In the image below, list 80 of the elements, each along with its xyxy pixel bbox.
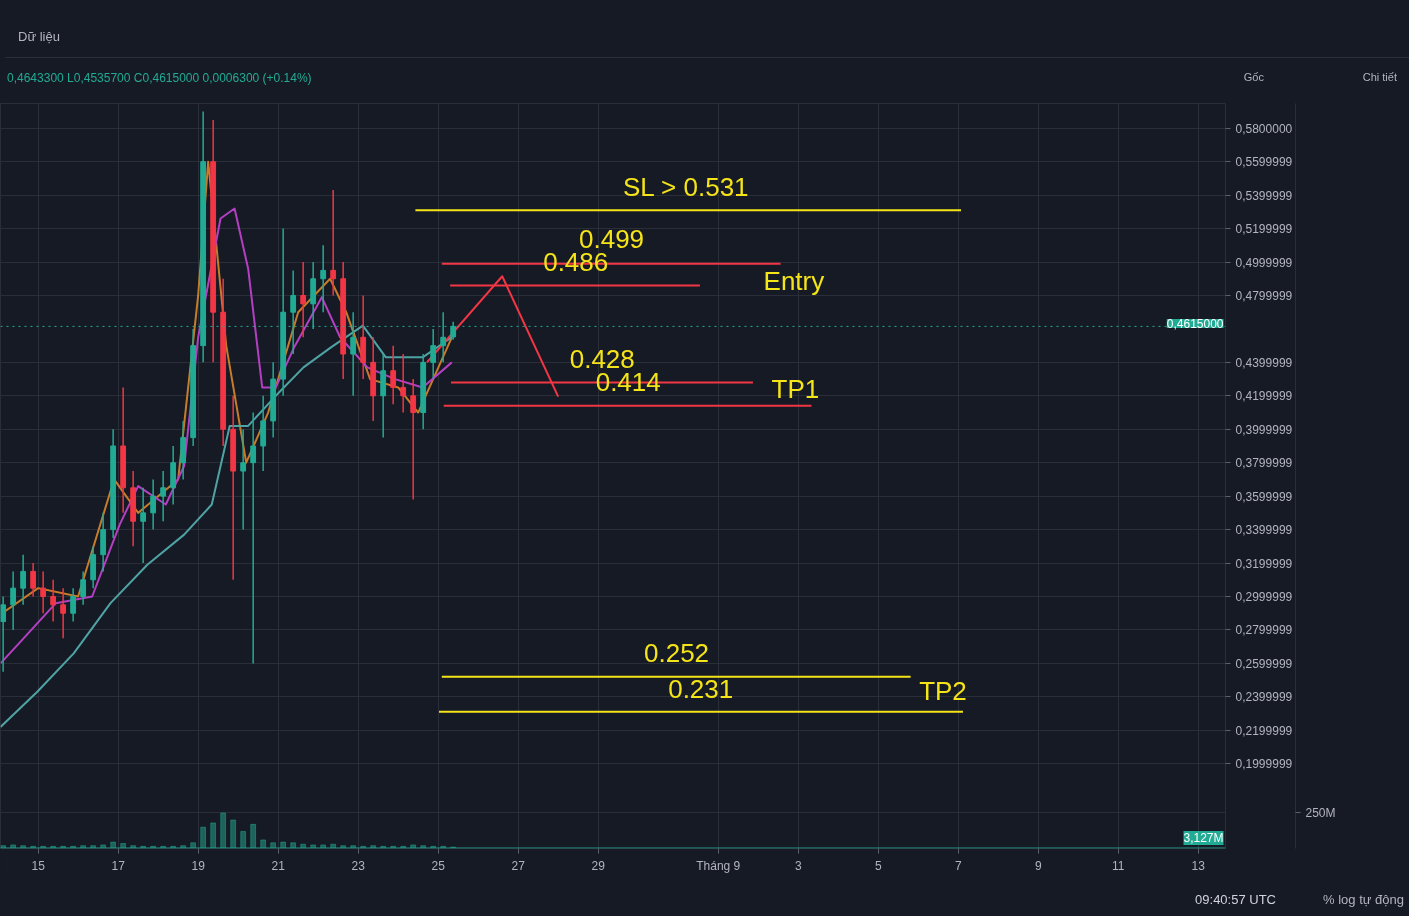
y-tick-label: 0,5399999 xyxy=(1235,188,1293,203)
candlestick xyxy=(430,328,437,380)
bar xyxy=(230,819,237,849)
annotation: 0.499 xyxy=(579,223,645,254)
y-tick-label: 0,5199999 xyxy=(1235,222,1293,237)
candlestick xyxy=(410,378,417,501)
ref-line-label: 3,127M xyxy=(1183,831,1224,846)
x-tick-label: 27 xyxy=(511,858,526,873)
text: Gốc xyxy=(1243,71,1264,83)
y-tick-label: 0,3199999 xyxy=(1235,556,1293,571)
bar xyxy=(260,839,267,849)
bar xyxy=(200,826,207,849)
candlestick xyxy=(240,428,247,531)
y-tick-label: 0,3599999 xyxy=(1235,489,1293,504)
y-tick-label: 0,4799999 xyxy=(1235,288,1293,303)
x-tick-label: 23 xyxy=(351,858,366,873)
y-tick-label: 0,2399999 xyxy=(1235,690,1293,705)
x-tick-label: 11 xyxy=(1112,858,1125,873)
candlestick xyxy=(250,411,257,665)
text: % log tự động xyxy=(1323,892,1404,907)
candlestick xyxy=(390,344,397,405)
candlestick xyxy=(140,487,147,564)
ref-line-label: 0,4615000 xyxy=(1166,316,1224,331)
x-tick-label: 5 xyxy=(874,858,882,873)
y-tick-label: 0,4999999 xyxy=(1235,255,1293,270)
y-tick-label: 0,2199999 xyxy=(1235,723,1293,738)
bar xyxy=(210,822,217,849)
x-tick-label: 3 xyxy=(794,858,802,873)
annotation: TP1 xyxy=(771,373,820,404)
candlestick xyxy=(80,570,87,606)
annotation: SL > 0.531 xyxy=(623,172,749,203)
x-tick-label: 15 xyxy=(31,858,46,873)
candlestick xyxy=(30,562,37,598)
x-tick-label: 9 xyxy=(1034,858,1042,873)
x-tick-label: 29 xyxy=(591,858,606,873)
bar xyxy=(220,812,227,849)
y-tick-label: 0,3799999 xyxy=(1235,456,1293,471)
y-tick-label: 0,3999999 xyxy=(1235,422,1293,437)
candlestick xyxy=(300,261,307,339)
annotation: Entry xyxy=(763,266,825,297)
y-tick-label: 0,2599999 xyxy=(1235,656,1293,671)
annotation: TP2 xyxy=(919,675,967,706)
candlestick xyxy=(20,553,27,606)
candlestick xyxy=(0,595,7,673)
text: 0,4643300 L0,4535700 C0,4615000 0,0006300 (+0.14%) xyxy=(7,71,312,85)
y2-tick-label: 250M xyxy=(1305,805,1336,820)
candlestick xyxy=(60,587,67,640)
y-tick-label: 0,3399999 xyxy=(1235,523,1293,538)
text: Dữ liệu xyxy=(18,29,60,44)
text: 09:40:57 UTC xyxy=(1195,892,1276,907)
candlestick xyxy=(50,579,57,623)
x-tick-label: 25 xyxy=(431,858,446,873)
y-tick-label: 0,1999999 xyxy=(1235,757,1293,772)
candlestick xyxy=(10,570,17,631)
y-tick-label: 0,5599999 xyxy=(1235,155,1293,170)
bar xyxy=(110,841,117,849)
candlestick xyxy=(70,587,77,623)
candlestick xyxy=(40,570,47,614)
x-tick-label: 13 xyxy=(1191,858,1206,873)
candlestick xyxy=(320,244,327,313)
annotation: 0.231 xyxy=(668,673,734,704)
y-tick-label: 0,5800000 xyxy=(1235,121,1293,136)
bar xyxy=(240,830,247,849)
bar xyxy=(250,823,257,849)
y-tick-label: 0,4199999 xyxy=(1235,389,1293,404)
annotation: 0.252 xyxy=(644,637,710,668)
x-tick-label: 21 xyxy=(271,858,286,873)
y-tick-label: 0,2999999 xyxy=(1235,589,1293,604)
y-tick-label: 0,4399999 xyxy=(1235,355,1293,370)
x-tick-label: 17 xyxy=(111,858,126,873)
text: Chi tiết xyxy=(1362,71,1397,83)
candlestick xyxy=(400,353,407,414)
candlestick xyxy=(160,470,167,522)
bar xyxy=(280,841,287,849)
x-tick-label: Tháng 9 xyxy=(696,858,741,873)
candlestick xyxy=(330,189,337,297)
x-tick-label: 7 xyxy=(954,858,962,873)
x-tick-label: 19 xyxy=(191,858,206,873)
candlestick xyxy=(150,478,157,531)
y-tick-label: 0,2799999 xyxy=(1235,623,1293,638)
